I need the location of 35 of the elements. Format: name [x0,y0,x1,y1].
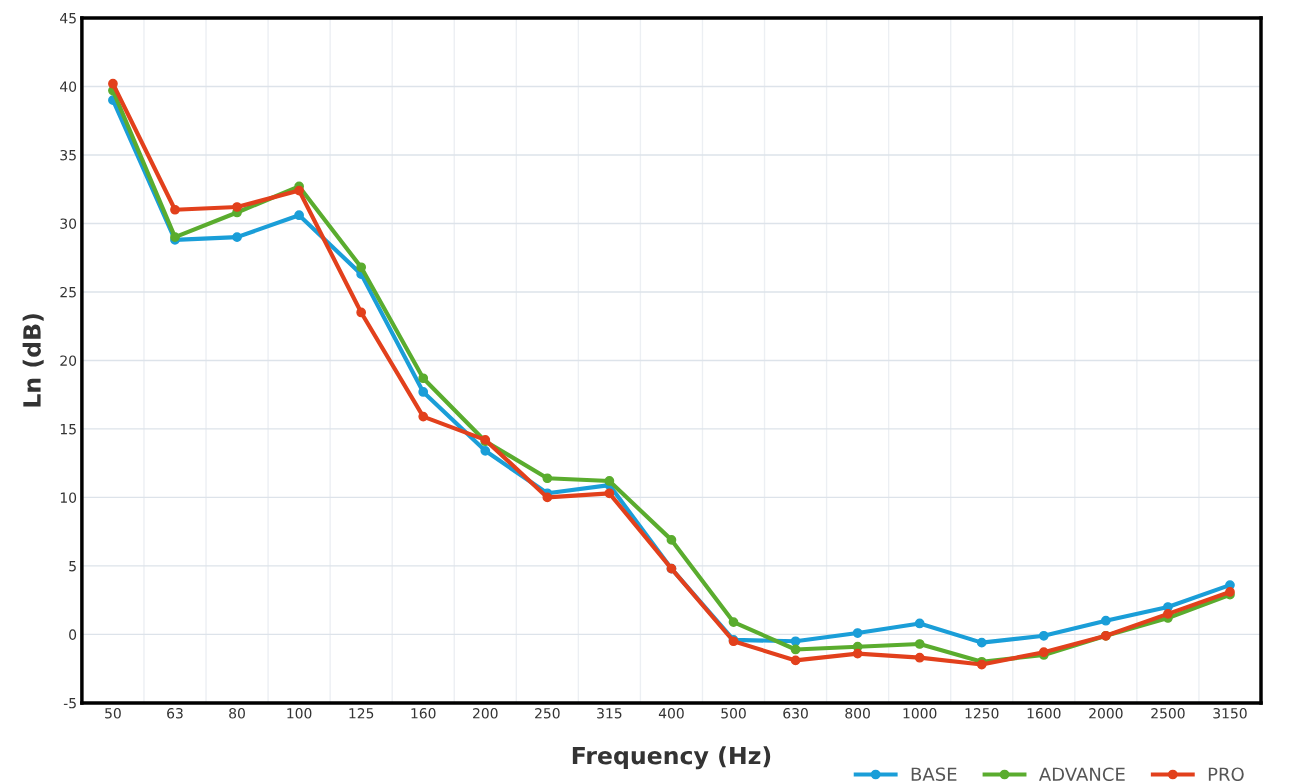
x-tick-label: 2500 [1151,708,1185,719]
y-tick-label: 20 [60,355,77,366]
y-tick-label: 15 [60,424,76,435]
x-tick-label: 1250 [965,708,999,719]
x-tick-label: 3150 [1213,708,1247,719]
y-tick-label: 30 [60,218,77,229]
y-tick-label: 45 [60,13,76,24]
x-tick-label: 2000 [1089,708,1123,719]
x-tick-label: 200 [473,708,498,719]
x-tick-label: 500 [721,708,746,719]
legend-label: PRO [1208,767,1244,781]
x-tick-label: 160 [411,708,436,719]
y-tick-label: -5 [63,698,76,709]
y-axis-title: Ln (dB) [22,314,44,407]
legend-label: BASE [911,767,957,781]
y-tick-label: 25 [60,286,76,298]
y-tick-label: 5 [69,561,76,572]
legend-label: ADVANCE [1038,767,1125,781]
y-tick-label: 35 [60,149,76,161]
x-tick-label: 800 [845,708,870,719]
x-tick-label: 1000 [903,708,937,719]
x-axis-title: Frequency (Hz) [572,746,771,770]
y-tick-label: 40 [60,81,77,92]
x-tick-label: 125 [349,708,374,719]
x-tick-label: 50 [105,708,121,719]
x-tick-label: 315 [597,708,622,719]
y-tick-label: 0 [69,629,77,640]
y-tick-label: 10 [60,492,77,503]
x-tick-label: 63 [167,708,183,719]
x-tick-label: 250 [535,708,560,719]
x-tick-label: 80 [229,708,245,719]
x-tick-label: 400 [658,708,684,719]
x-tick-label: 630 [783,708,808,719]
x-tick-label: 100 [287,708,312,719]
x-tick-label: 1600 [1027,708,1061,719]
